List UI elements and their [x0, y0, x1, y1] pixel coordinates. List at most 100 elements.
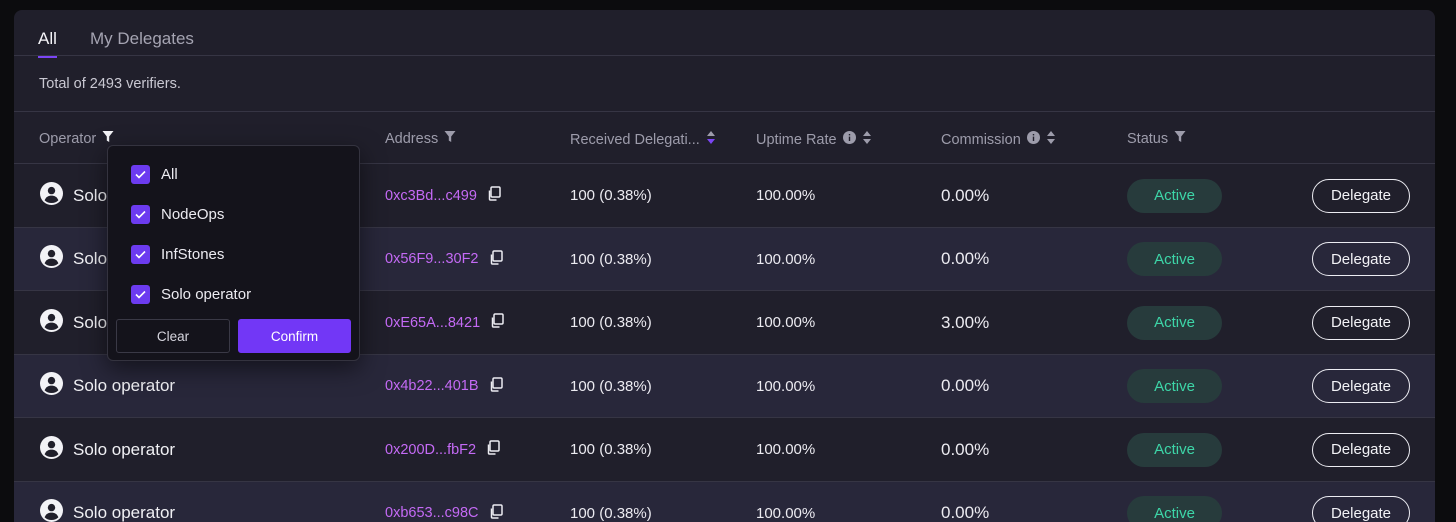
tab-my-delegates[interactable]: My Delegates	[90, 29, 194, 48]
checkbox[interactable]	[131, 245, 150, 264]
delegate-button[interactable]: Delegate	[1312, 432, 1410, 467]
tab-bar: All My Delegates	[14, 10, 1435, 58]
actions-cell: Delegate	[1312, 482, 1410, 522]
copy-icon[interactable]	[489, 249, 503, 269]
filter-icon[interactable]	[444, 130, 456, 147]
column-received-delegations: Received Delegati...	[570, 130, 716, 149]
column-uptime-label: Uptime Rate	[756, 131, 837, 148]
filter-option-infstones[interactable]: InfStones	[131, 245, 224, 264]
check-icon	[135, 250, 146, 259]
status-badge: Active	[1127, 242, 1222, 276]
delegate-button[interactable]: Delegate	[1312, 178, 1410, 213]
address-link[interactable]: 0x4b22...401B	[385, 378, 479, 394]
column-uptime-rate: Uptime Rate	[756, 130, 872, 149]
received-delegations-value: 100 (0.38%)	[570, 314, 652, 331]
operator-name: Solo operator	[73, 376, 176, 395]
status-cell: Active	[1127, 355, 1222, 418]
delegate-button[interactable]: Delegate	[1312, 369, 1410, 403]
user-circle-icon	[40, 245, 63, 273]
user-circle-icon	[40, 435, 63, 464]
check-icon	[135, 210, 146, 219]
address-link[interactable]: 0x56F9...30F2	[385, 251, 479, 267]
delegate-button[interactable]: Delegate	[1312, 305, 1410, 340]
received-delegations-value: 100 (0.38%)	[570, 441, 652, 458]
commission-value: 0.00%	[941, 185, 990, 205]
address-link[interactable]: 0xb653...c98C	[385, 505, 479, 521]
filter-icon[interactable]	[1174, 130, 1186, 147]
status-badge: Active	[1127, 369, 1222, 403]
commission-value: 3.00%	[941, 312, 990, 332]
copy-icon[interactable]	[490, 313, 504, 332]
received-delegations-value: 100 (0.38%)	[570, 187, 652, 204]
filter-icon[interactable]	[102, 130, 114, 147]
commission-value: 0.00%	[941, 376, 990, 395]
status-badge: Active	[1127, 432, 1222, 467]
delegate-button[interactable]: Delegate	[1312, 496, 1410, 522]
actions-cell: Delegate	[1312, 164, 1410, 227]
clear-button[interactable]: Clear	[116, 319, 230, 353]
column-commission-label: Commission	[941, 131, 1021, 148]
user-circle-icon	[40, 372, 63, 400]
uptime-rate-value: 100.00%	[756, 377, 816, 395]
user-circle-icon	[40, 308, 63, 337]
column-address: Address	[385, 130, 456, 147]
address-link[interactable]: 0xc3Bd...c499	[385, 187, 477, 204]
commission-value: 0.00%	[941, 503, 990, 522]
actions-cell: Delegate	[1312, 418, 1410, 481]
column-status: Status	[1127, 130, 1186, 147]
table-row: Solo operator 0xb653...c98C 100 (0.38%) …	[14, 480, 1435, 522]
received-delegations-value: 100 (0.38%)	[570, 504, 652, 522]
status-cell: Active	[1127, 418, 1222, 481]
filter-option-nodeops[interactable]: NodeOps	[131, 205, 224, 224]
info-icon[interactable]	[1026, 131, 1040, 148]
confirm-button[interactable]: Confirm	[238, 319, 351, 353]
sort-icon[interactable]	[706, 130, 716, 149]
checkbox[interactable]	[131, 285, 150, 304]
column-commission: Commission	[941, 130, 1056, 149]
operator-cell: Solo operator	[40, 418, 175, 481]
column-received-label: Received Delegati...	[570, 131, 700, 148]
operator-filter-dropdown: All NodeOps InfStones Solo operator Clea…	[107, 145, 360, 361]
commission-value: 0.00%	[941, 439, 990, 459]
user-circle-icon	[40, 499, 63, 522]
checkbox[interactable]	[131, 205, 150, 224]
checkbox[interactable]	[131, 165, 150, 184]
actions-cell: Delegate	[1312, 291, 1410, 354]
filter-option-solo-operator[interactable]: Solo operator	[131, 285, 251, 304]
operator-cell: Solo operator	[40, 482, 175, 522]
sort-icon[interactable]	[1046, 130, 1056, 149]
address-cell: 0x56F9...30F2	[385, 228, 503, 291]
column-status-label: Status	[1127, 130, 1169, 147]
copy-icon[interactable]	[486, 440, 500, 459]
tab-all[interactable]: All	[38, 29, 57, 58]
commission-value: 0.00%	[941, 249, 990, 268]
divider	[14, 111, 1435, 112]
uptime-rate-value: 100.00%	[756, 314, 816, 331]
uptime-rate-value: 100.00%	[756, 504, 816, 522]
delegate-button[interactable]: Delegate	[1312, 242, 1410, 276]
filter-option-label: Solo operator	[161, 286, 252, 303]
copy-icon[interactable]	[489, 376, 503, 396]
verifier-count: Total of 2493 verifiers.	[39, 76, 181, 92]
address-cell: 0xc3Bd...c499	[385, 164, 501, 227]
info-icon[interactable]	[842, 131, 856, 148]
table-row: Solo operator 0x200D...fbF2 100 (0.38%) …	[14, 417, 1435, 481]
address-cell: 0x200D...fbF2	[385, 418, 500, 481]
user-circle-icon	[40, 181, 63, 210]
operator-name: Solo operator	[73, 503, 176, 522]
received-delegations-value: 100 (0.38%)	[570, 250, 652, 268]
filter-option-all[interactable]: All	[131, 165, 178, 184]
copy-icon[interactable]	[487, 186, 501, 205]
received-delegations-value: 100 (0.38%)	[570, 377, 652, 395]
status-cell: Active	[1127, 291, 1222, 354]
copy-icon[interactable]	[489, 503, 503, 522]
uptime-rate-value: 100.00%	[756, 441, 816, 458]
address-cell: 0xb653...c98C	[385, 482, 503, 522]
sort-icon[interactable]	[862, 130, 872, 149]
address-link[interactable]: 0xE65A...8421	[385, 314, 481, 331]
table-header: Operator Address Received Delegati... Up…	[14, 112, 1435, 163]
address-cell: 0xE65A...8421	[385, 291, 504, 354]
check-icon	[135, 290, 146, 299]
address-link[interactable]: 0x200D...fbF2	[385, 441, 477, 458]
operator-cell: Solo operator	[40, 355, 175, 418]
